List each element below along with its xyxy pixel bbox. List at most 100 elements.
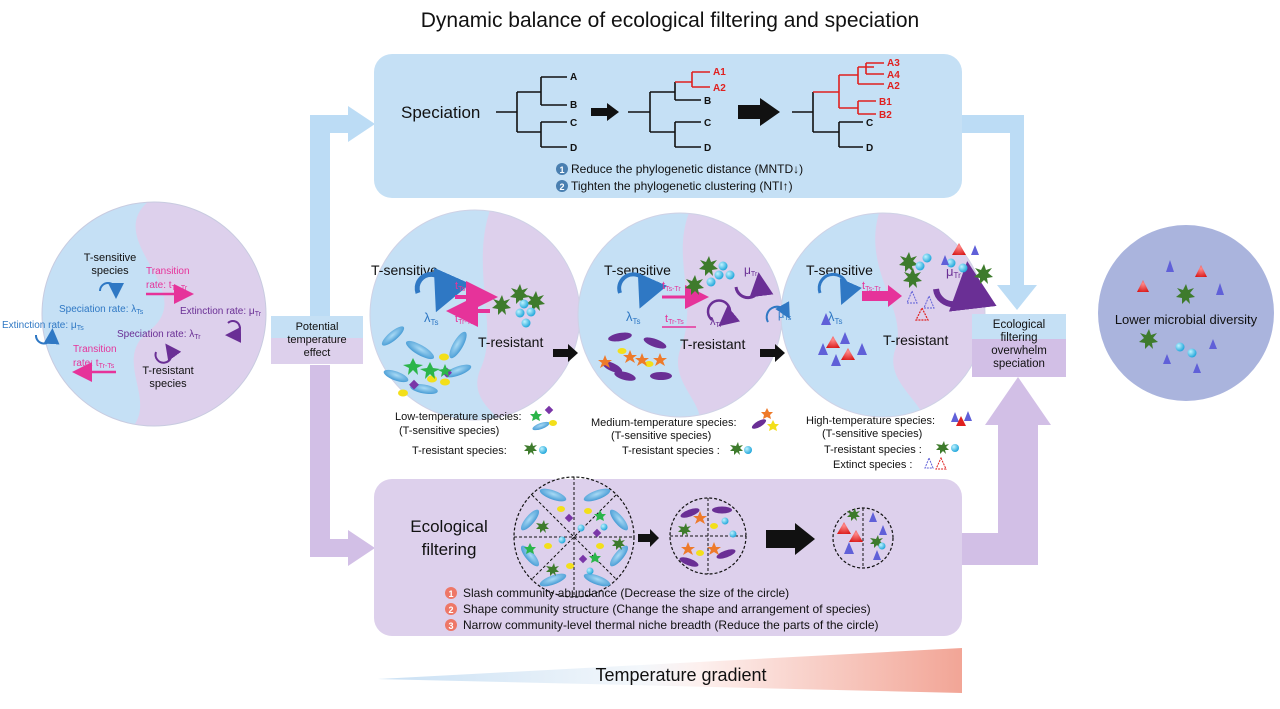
circle3-dynamics: λTs tTs-Tr μTr <box>817 261 997 326</box>
circle1-species <box>381 284 545 397</box>
svg-text:(T-sensitive species): (T-sensitive species) <box>611 430 711 442</box>
circle-arrow-1 <box>553 344 578 362</box>
cycle-arrow-tr <box>154 343 182 364</box>
middle-circle-medium <box>577 212 783 418</box>
svg-text:Slash community abundance (Dec: Slash community abundance (Decrease the … <box>463 586 789 600</box>
svg-text:T-sensitive: T-sensitive <box>806 262 873 278</box>
svg-text:filtering: filtering <box>422 540 477 559</box>
filter-circle-small <box>832 507 894 569</box>
temperature-gradient: Temperature gradient <box>378 648 962 693</box>
svg-text:Temperature gradient: Temperature gradient <box>595 665 766 685</box>
left-circle <box>41 201 267 427</box>
svg-text:D: D <box>704 143 711 154</box>
filter-arrow-2 <box>766 523 815 555</box>
svg-text:A: A <box>570 72 577 83</box>
svg-text:Reduce the phylogenetic distan: Reduce the phylogenetic distance (MNTD↓) <box>571 162 803 176</box>
speciation-points: 1 Reduce the phylogenetic distance (MNTD… <box>556 162 803 193</box>
phylo-tree-2 <box>628 82 701 148</box>
svg-text:2: 2 <box>559 182 564 192</box>
filter-circle-large <box>513 476 635 598</box>
svg-text:Medium-temperature species:: Medium-temperature species: <box>591 417 737 429</box>
speciation-label: Speciation <box>401 103 480 122</box>
middle-circle-low <box>369 209 581 421</box>
svg-text:A3: A3 <box>887 58 900 69</box>
svg-text:Extinct species :: Extinct species : <box>833 459 912 471</box>
flow-arrows <box>310 106 1051 566</box>
svg-text:λTr: λTr <box>710 316 723 329</box>
svg-text:A2: A2 <box>887 81 900 92</box>
tree3-tips: A3 A4 A2 B1 B2 C D <box>866 58 900 154</box>
svg-text:λTs: λTs <box>828 309 843 326</box>
svg-text:3: 3 <box>448 621 453 631</box>
svg-text:T-resistant species:: T-resistant species: <box>412 445 507 457</box>
extinction-arrow-tr <box>225 320 242 343</box>
svg-text:(T-sensitive species): (T-sensitive species) <box>822 428 922 440</box>
svg-text:Transition: Transition <box>146 266 190 277</box>
middle-captions: Low-temperature species: (T-sensitive sp… <box>395 411 935 471</box>
svg-text:Transition: Transition <box>73 344 117 355</box>
svg-text:A4: A4 <box>887 70 900 81</box>
filtering-points: 1 Slash community abundance (Decrease th… <box>445 586 879 632</box>
svg-text:T-resistant species :: T-resistant species : <box>622 445 720 457</box>
svg-text:1: 1 <box>448 589 453 599</box>
extinction-arrow-ts <box>35 328 60 345</box>
svg-text:λTs: λTs <box>626 309 641 326</box>
svg-text:T-sensitive: T-sensitive <box>371 262 438 278</box>
svg-text:T-resistant species :: T-resistant species : <box>824 444 922 456</box>
ecological-filtering-panel: Ecological filtering <box>374 476 962 636</box>
speciation-arrow-2 <box>738 98 780 126</box>
circle3-species <box>818 243 993 366</box>
svg-text:Extinction rate: μTs: Extinction rate: μTs <box>2 320 84 332</box>
circle-arrow-2 <box>760 344 785 362</box>
phylo-tree-3 <box>792 92 863 148</box>
figure-title: Dynamic balance of ecological filtering … <box>421 9 919 32</box>
phylo-tree-1 <box>496 76 567 148</box>
svg-text:T-resistant: T-resistant <box>883 332 948 348</box>
svg-text:D: D <box>570 143 577 154</box>
filter-arrow-1 <box>638 529 659 547</box>
caption-species-glyphs <box>524 405 972 470</box>
filter-circle-medium <box>669 497 747 575</box>
svg-text:Tighten the phylogenetic clust: Tighten the phylogenetic clustering (NTI… <box>571 179 793 193</box>
svg-text:(T-sensitive species): (T-sensitive species) <box>399 425 499 437</box>
svg-text:1: 1 <box>559 165 564 175</box>
svg-text:High-temperature species:: High-temperature species: <box>806 415 935 427</box>
circle2-species <box>598 256 735 381</box>
svg-text:D: D <box>866 143 873 154</box>
svg-text:T-resistant: T-resistant <box>478 334 543 350</box>
ecological-overwhelm-box: Ecological filtering overwhelm speciation <box>972 314 1066 377</box>
svg-text:2: 2 <box>448 605 453 615</box>
svg-text:Speciation rate: λTr: Speciation rate: λTr <box>117 329 201 341</box>
svg-text:tTs-Tr: tTs-Tr <box>662 280 681 293</box>
circle2-dynamics: λTs tTs-Tr tTr-Ts λTr μTr μTs <box>617 263 792 329</box>
svg-text:Shape community structure (Cha: Shape community structure (Change the sh… <box>463 602 871 616</box>
left-circle-labels: T-sensitive species Transition rate: tTs-… <box>2 252 262 390</box>
svg-text:C: C <box>866 118 873 129</box>
svg-text:B1: B1 <box>879 97 892 108</box>
svg-text:T-resistant: T-resistant <box>680 336 745 352</box>
svg-text:Narrow community-level thermal: Narrow community-level thermal niche bre… <box>463 618 879 632</box>
speciation-arrow-1 <box>591 103 619 121</box>
svg-text:B: B <box>570 100 577 111</box>
svg-text:tTs-Tr: tTs-Tr <box>862 280 881 293</box>
tree1-tips: A B C D <box>570 72 577 154</box>
svg-text:Lower microbial diversity: Lower microbial diversity <box>1115 312 1258 327</box>
svg-text:B2: B2 <box>879 110 892 121</box>
middle-circle-high <box>780 212 986 418</box>
svg-text:Speciation rate: λTs: Speciation rate: λTs <box>59 304 144 316</box>
svg-text:λTs: λTs <box>424 310 439 327</box>
svg-text:tTr-Ts: tTr-Ts <box>665 313 684 326</box>
speciation-panel: Speciation A B C D A1 A2 B C D <box>374 54 962 198</box>
svg-text:B: B <box>704 96 711 107</box>
potential-temperature-box: Potential temperature effect <box>271 316 363 364</box>
cycle-arrow-ts <box>99 282 124 299</box>
svg-text:C: C <box>704 118 711 129</box>
svg-text:A1: A1 <box>713 67 726 78</box>
svg-text:Extinction rate: μTr: Extinction rate: μTr <box>180 306 262 318</box>
